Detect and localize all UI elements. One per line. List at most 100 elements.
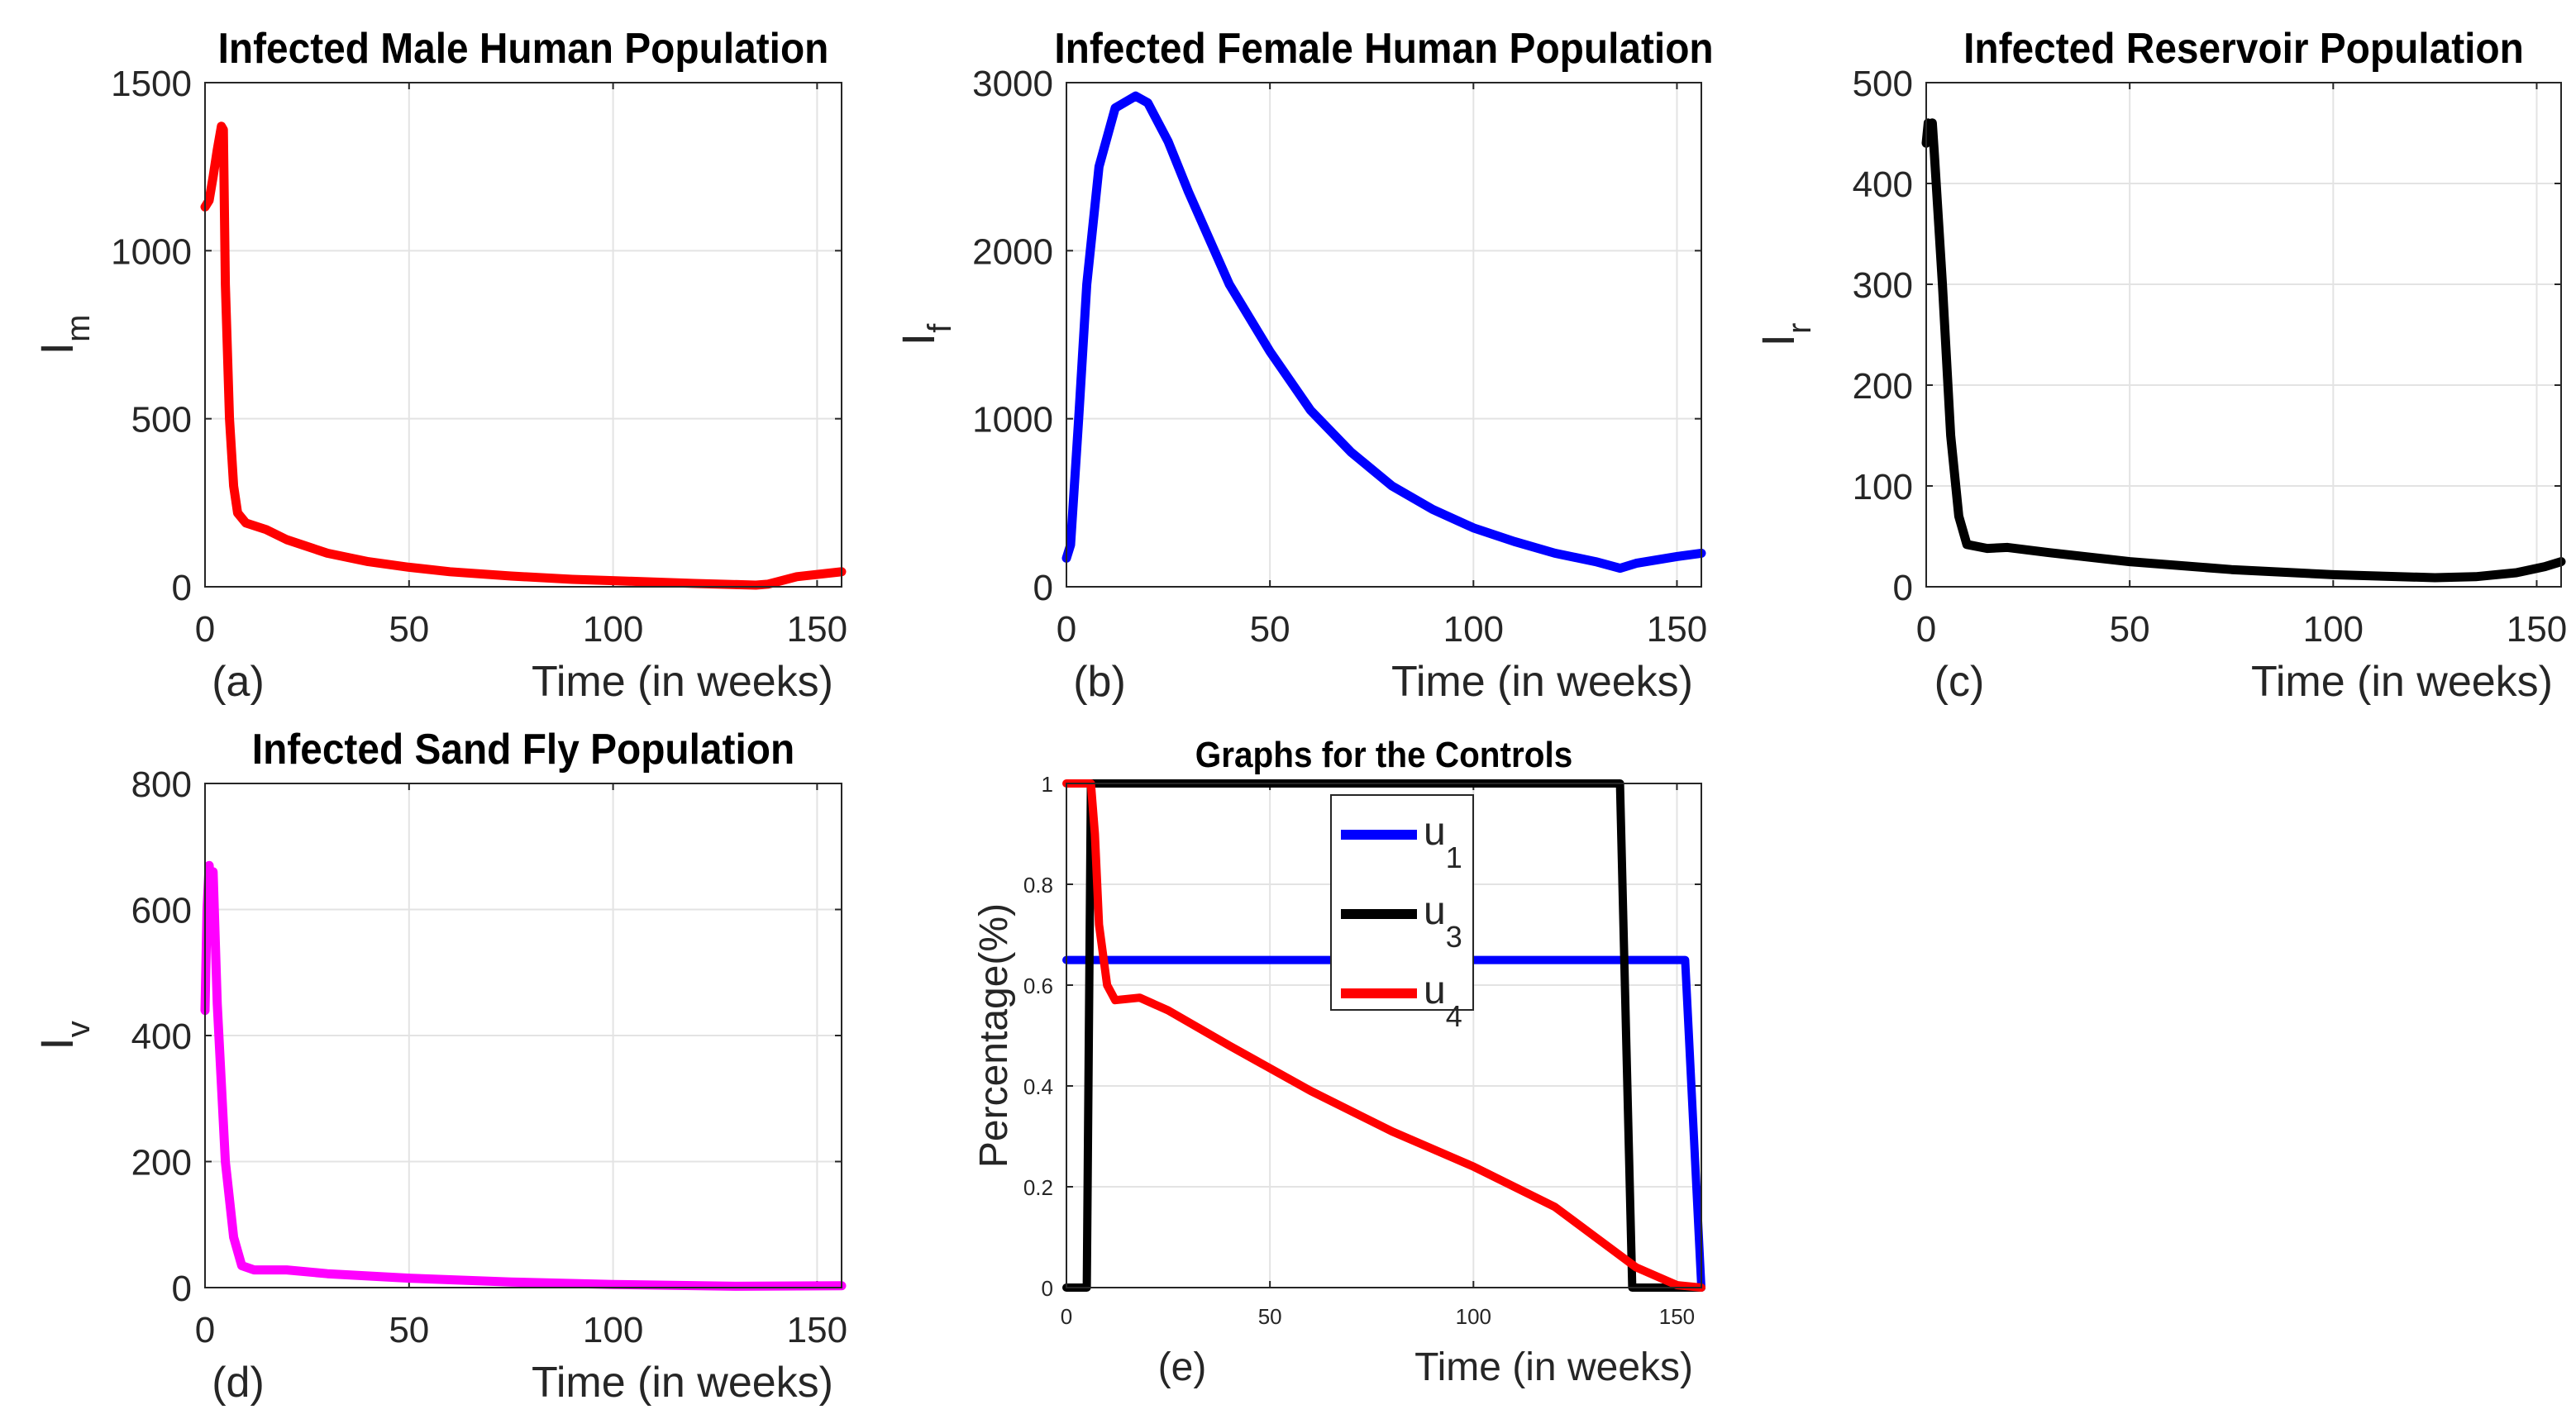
legend-entry-subscript: 1: [1446, 840, 1462, 874]
y-axis-label-subscript: r: [1782, 323, 1818, 334]
y-axis-label: If: [892, 323, 958, 346]
y-tick-label: 0.6: [1023, 974, 1053, 998]
axes-box: [1925, 82, 2562, 588]
y-axis-label-main: I: [892, 333, 944, 346]
chart-title: Infected Reservoir Population: [1963, 24, 2524, 72]
chart-title: Graphs for the Controls: [1195, 734, 1572, 774]
panel-label: (c): [1934, 658, 1985, 706]
x-axis-label: Time (in weeks): [1391, 658, 1693, 706]
y-tick-label: 200: [1853, 366, 1913, 407]
y-tick-label: 800: [131, 764, 192, 805]
panel-e: 0 50 100 150 0 0.2 0.4 0.6 0.8 1 Graphs for the Co…: [972, 734, 1705, 1389]
y-tick-label: 0.8: [1023, 873, 1053, 898]
series-line-0: [1061, 91, 1706, 574]
plot-area: [205, 83, 842, 587]
x-axis-label: Time (in weeks): [532, 1359, 833, 1407]
x-axis-label: Time (in weeks): [532, 658, 833, 706]
panel-d: 0 50 100 150 0 200 400 600 800 Infected Sand Fly …: [31, 725, 847, 1407]
y-tick-label: 500: [131, 400, 192, 440]
series-line-0: [1062, 955, 1705, 1292]
series-line-0: [200, 860, 847, 1291]
legend-entry-2: u4: [1424, 969, 1462, 1033]
x-tick-label: 0: [195, 609, 215, 650]
y-axis-label-main: I: [31, 1037, 83, 1050]
legend-entry-subscript: 3: [1446, 920, 1462, 954]
x-tick-label: 50: [2110, 609, 2150, 650]
x-tick-label: 100: [1443, 609, 1504, 650]
y-tick-label: 0: [172, 1269, 192, 1309]
y-axis-label: Percentage(%): [972, 903, 1016, 1168]
chart-title: Infected Male Human Population: [218, 24, 829, 72]
y-tick-label: 400: [1853, 164, 1913, 205]
series-line-0: [200, 121, 847, 590]
y-axis-label-main: I: [31, 342, 83, 355]
y-tick-label: 1000: [972, 400, 1053, 440]
x-tick-label: 150: [1647, 609, 1707, 650]
axes-box: [1066, 82, 1702, 588]
x-tick-label: 50: [389, 609, 429, 650]
chart-title: Infected Sand Fly Population: [252, 725, 794, 773]
y-tick-label: 2000: [972, 231, 1053, 272]
x-tick-label: 150: [787, 609, 847, 650]
y-axis-label-subscript: f: [922, 323, 958, 333]
y-tick-label: 0: [1893, 568, 1913, 608]
y-tick-label: 1: [1042, 772, 1053, 797]
panel-label: (e): [1158, 1345, 1207, 1389]
x-tick-label: 50: [389, 1310, 429, 1350]
legend-entry-name: u: [1424, 969, 1446, 1012]
y-axis-label: Im: [31, 315, 97, 355]
y-tick-label: 100: [1853, 467, 1913, 507]
y-tick-label: 0: [1042, 1276, 1053, 1301]
legend-entry-name: u: [1424, 889, 1446, 933]
x-tick-label: 100: [583, 609, 643, 650]
axes-box: [1066, 783, 1702, 1288]
y-tick-label: 400: [131, 1017, 192, 1057]
panel-label: (a): [212, 658, 265, 706]
x-tick-label: 50: [1258, 1304, 1282, 1329]
chart-title: Infected Female Human Population: [1054, 24, 1713, 72]
x-tick-label: 100: [2303, 609, 2364, 650]
y-tick-label: 3000: [972, 64, 1053, 104]
legend-entry-0: u1: [1424, 810, 1462, 874]
y-tick-label: 1500: [111, 64, 192, 104]
x-tick-label: 50: [1250, 609, 1290, 650]
x-tick-label: 100: [1456, 1304, 1491, 1329]
plot-area: [1066, 83, 1701, 587]
x-tick-label: 100: [583, 1310, 643, 1350]
legend-entry-1: u3: [1424, 889, 1462, 954]
x-tick-label: 0: [1916, 609, 1936, 650]
axes-box: [204, 783, 842, 1288]
y-tick-label: 1000: [111, 231, 192, 272]
legend-entry-subscript: 4: [1446, 999, 1462, 1033]
legend-entry-name: u: [1424, 810, 1446, 854]
x-tick-label: 0: [1061, 1304, 1072, 1329]
panel-label: (d): [212, 1359, 265, 1407]
legend-box: [1330, 794, 1474, 1011]
x-tick-label: 150: [1659, 1304, 1695, 1329]
y-axis-label-subscript: v: [60, 1021, 97, 1037]
y-tick-label: 0: [172, 568, 192, 608]
x-axis-label: Time (in weeks): [2251, 658, 2553, 706]
panel-c: 0 50 100 150 0 100 200 300 400 500 Infected Reserv…: [1752, 24, 2567, 706]
y-axis-label: Iv: [31, 1021, 97, 1050]
y-tick-label: 0.2: [1023, 1175, 1053, 1200]
y-tick-label: 200: [131, 1143, 192, 1183]
y-axis-label-main: I: [1752, 334, 1804, 347]
axes-box: [204, 82, 842, 588]
y-axis-label: Ir: [1752, 323, 1818, 347]
panel-label: (b): [1073, 658, 1126, 706]
series-line-0: [1921, 118, 2566, 583]
y-tick-label: 600: [131, 891, 192, 931]
x-tick-label: 150: [787, 1310, 847, 1350]
x-tick-label: 0: [1057, 609, 1076, 650]
series-line-2: [1062, 779, 1705, 1292]
x-tick-label: 150: [2507, 609, 2567, 650]
plot-area: [1926, 83, 2561, 587]
y-axis-label-main: Percentage(%): [972, 903, 1016, 1168]
x-axis-label: Time (in weeks): [1414, 1345, 1693, 1389]
y-tick-label: 0.4: [1023, 1074, 1053, 1099]
